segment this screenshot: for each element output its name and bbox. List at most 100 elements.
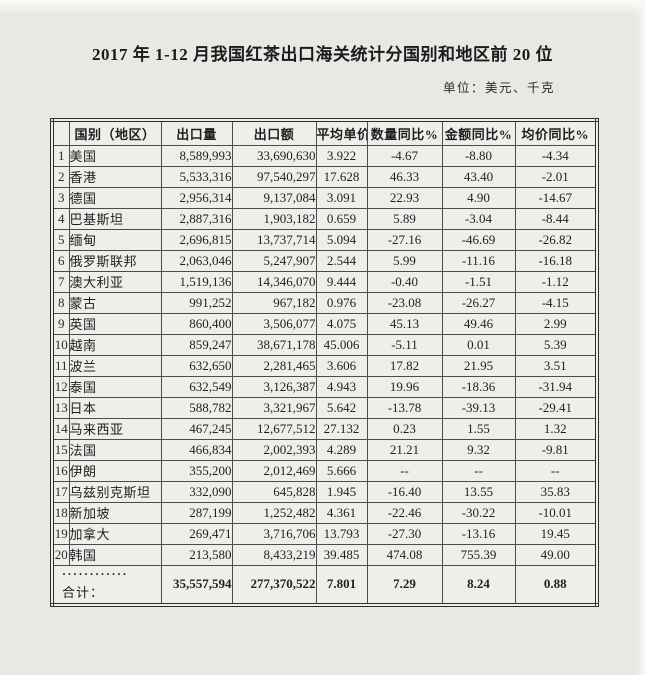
- page-title: 2017 年 1-12 月我国红茶出口海关统计分国别和地区前 20 位: [92, 45, 553, 64]
- amt-yoy-cell: -39.13: [441, 396, 516, 419]
- country-cell: 英国: [68, 312, 162, 335]
- rank-cell: 7: [51, 270, 70, 293]
- price-yoy-cell: -31.94: [514, 375, 598, 398]
- total-dots: ············: [62, 566, 129, 581]
- table-row: 2 香港 5,533,316 97,540,297 17.628 46.33 4…: [51, 165, 598, 188]
- price-cell: 39.485: [315, 543, 368, 566]
- price-cell: 4.361: [315, 501, 368, 524]
- price-cell: 3.091: [315, 186, 368, 209]
- price-yoy-cell: -14.67: [514, 186, 598, 209]
- qty-cell: 332,090: [160, 480, 233, 503]
- rank-cell: 10: [51, 333, 70, 356]
- price-yoy-cell: 3.51: [514, 354, 598, 377]
- table-row: 9 英国 860,400 3,506,077 4.075 45.13 49.46…: [51, 312, 598, 335]
- qty-cell: 355,200: [160, 459, 233, 482]
- amt-yoy-cell: -30.22: [441, 501, 516, 524]
- qty-yoy-cell: -27.16: [366, 228, 443, 251]
- scan-artifact-right: [635, 0, 645, 675]
- qty-cell: 2,063,046: [160, 249, 233, 272]
- table-row: 7 澳大利亚 1,519,136 14,346,070 9.444 -0.40 …: [51, 270, 598, 293]
- amt-yoy-cell: 9.32: [441, 438, 516, 461]
- qty-yoy-cell: --: [366, 459, 443, 482]
- header-price-yoy: 均价同比%: [514, 119, 598, 146]
- country-cell: 美国: [68, 144, 162, 167]
- qty-yoy-cell: -0.40: [366, 270, 443, 293]
- rank-cell: 11: [51, 354, 70, 377]
- amount-cell: 12,677,512: [231, 417, 317, 440]
- total-label-cell: ············ 合计：: [51, 564, 162, 606]
- table-row: 20 韩国 213,580 8,433,219 39.485 474.08 75…: [51, 543, 598, 566]
- qty-cell: 2,696,815: [160, 228, 233, 251]
- price-cell: 2.544: [315, 249, 368, 272]
- table-row: 4 巴基斯坦 2,887,316 1,903,182 0.659 5.89 -3…: [51, 207, 598, 230]
- total-price-cell: 7.801: [315, 564, 368, 606]
- country-cell: 蒙古: [68, 291, 162, 314]
- price-yoy-cell: -9.81: [514, 438, 598, 461]
- qty-yoy-cell: 0.23: [366, 417, 443, 440]
- amt-yoy-cell: 4.90: [441, 186, 516, 209]
- qty-yoy-cell: -22.46: [366, 501, 443, 524]
- unit-note: 单位：美元、千克: [442, 81, 555, 95]
- country-cell: 俄罗斯联邦: [68, 249, 162, 272]
- qty-cell: 991,252: [160, 291, 233, 314]
- qty-cell: 8,589,993: [160, 144, 233, 167]
- amount-cell: 2,012,469: [231, 459, 317, 482]
- country-cell: 马来西亚: [68, 417, 162, 440]
- amt-yoy-cell: -8.80: [441, 144, 516, 167]
- amount-cell: 5,247,907: [231, 249, 317, 272]
- price-yoy-cell: --: [514, 459, 598, 482]
- amt-yoy-cell: 1.55: [441, 417, 516, 440]
- price-cell: 9.444: [315, 270, 368, 293]
- price-cell: 3.922: [315, 144, 368, 167]
- amt-yoy-cell: -1.51: [441, 270, 516, 293]
- qty-yoy-cell: 45.13: [366, 312, 443, 335]
- qty-yoy-cell: 5.99: [366, 249, 443, 272]
- price-yoy-cell: -4.15: [514, 291, 598, 314]
- amount-cell: 9,137,084: [231, 186, 317, 209]
- header-amt-yoy: 金额同比%: [441, 119, 516, 146]
- amt-yoy-cell: --: [441, 459, 516, 482]
- country-cell: 法国: [68, 438, 162, 461]
- table-row: 14 马来西亚 467,245 12,677,512 27.132 0.23 1…: [51, 417, 598, 440]
- amount-cell: 3,506,077: [231, 312, 317, 335]
- table-header-row: 国别（地区） 出口量 出口额 平均单价 数量同比% 金额同比% 均价同比%: [51, 119, 598, 146]
- price-yoy-cell: 49.00: [514, 543, 598, 566]
- qty-yoy-cell: -16.40: [366, 480, 443, 503]
- scan-artifact-top: [0, 0, 645, 15]
- amt-yoy-cell: 755.39: [441, 543, 516, 566]
- rank-cell: 20: [51, 543, 70, 566]
- price-yoy-cell: -4.34: [514, 144, 598, 167]
- qty-cell: 860,400: [160, 312, 233, 335]
- table-row: 12 泰国 632,549 3,126,387 4.943 19.96 -18.…: [51, 375, 598, 398]
- country-cell: 韩国: [68, 543, 162, 566]
- rank-cell: 16: [51, 459, 70, 482]
- price-yoy-cell: -26.82: [514, 228, 598, 251]
- header-amount: 出口额: [231, 119, 317, 146]
- qty-cell: 588,782: [160, 396, 233, 419]
- amount-cell: 645,828: [231, 480, 317, 503]
- qty-yoy-cell: 19.96: [366, 375, 443, 398]
- qty-yoy-cell: 21.21: [366, 438, 443, 461]
- country-cell: 巴基斯坦: [68, 207, 162, 230]
- price-cell: 5.666: [315, 459, 368, 482]
- total-qty-cell: 35,557,594: [160, 564, 233, 606]
- price-yoy-cell: 2.99: [514, 312, 598, 335]
- rank-cell: 17: [51, 480, 70, 503]
- country-cell: 日本: [68, 396, 162, 419]
- country-cell: 新加坡: [68, 501, 162, 524]
- qty-yoy-cell: 5.89: [366, 207, 443, 230]
- price-cell: 13.793: [315, 522, 368, 545]
- country-cell: 越南: [68, 333, 162, 356]
- price-cell: 27.132: [315, 417, 368, 440]
- rank-cell: 14: [51, 417, 70, 440]
- price-yoy-cell: 5.39: [514, 333, 598, 356]
- rank-cell: 5: [51, 228, 70, 251]
- price-yoy-cell: -16.18: [514, 249, 598, 272]
- country-cell: 伊朗: [68, 459, 162, 482]
- price-cell: 0.659: [315, 207, 368, 230]
- qty-cell: 467,245: [160, 417, 233, 440]
- country-cell: 澳大利亚: [68, 270, 162, 293]
- amount-cell: 1,252,482: [231, 501, 317, 524]
- amount-cell: 3,321,967: [231, 396, 317, 419]
- amount-cell: 14,346,070: [231, 270, 317, 293]
